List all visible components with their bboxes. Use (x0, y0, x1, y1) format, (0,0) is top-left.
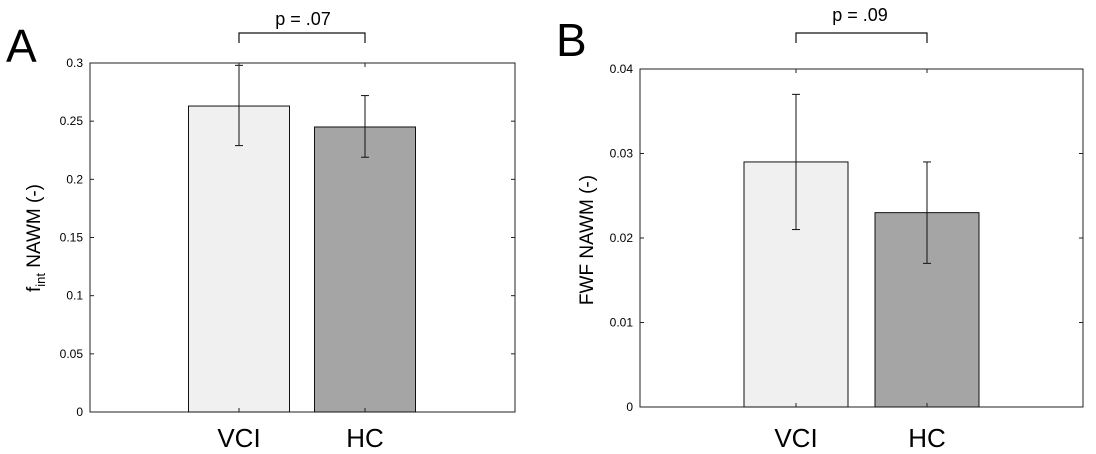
y-tick-label: 0 (626, 400, 633, 414)
panel-a: A 0 0.05 0.1 0.15 0.2 0.25 0.3 VCI HC p = .07 fi… (6, 9, 516, 453)
y-tick-label: 0.04 (610, 62, 634, 76)
y-tick-label: 0.1 (66, 289, 83, 303)
axes-box (89, 62, 516, 413)
panel-letter: B (556, 14, 587, 66)
y-tick-label: 0.01 (610, 316, 634, 330)
y-axis-label-main: FWF NAWM (-) (577, 175, 598, 305)
significance-bracket (795, 32, 928, 43)
axes-box (639, 68, 1084, 408)
p-value-label: p = .07 (275, 9, 331, 29)
y-tick-label: 0.02 (610, 231, 634, 245)
y-tick-label: 0.15 (60, 231, 84, 245)
panel-letter: A (6, 20, 37, 72)
y-axis-label-subscript: int (33, 273, 48, 287)
category-label-hc: HC (346, 423, 384, 453)
significance-bracket (238, 32, 366, 43)
y-axis-label: FWF NAWM (-) (577, 175, 598, 305)
p-value-label: p = .09 (832, 5, 888, 25)
category-label-vci: VCI (217, 423, 260, 453)
y-tick-label: 0 (76, 405, 83, 419)
category-label-vci: VCI (774, 423, 817, 453)
y-tick-label: 0.25 (60, 114, 84, 128)
y-axis-label-rest: NAWM (-) (24, 184, 45, 273)
plot-area: 0 0.05 0.1 0.15 0.2 0.25 0.3 VCI HC (60, 32, 516, 453)
bar-vci (188, 105, 290, 413)
bar-hc (314, 126, 416, 413)
category-label-hc: HC (908, 423, 946, 453)
y-axis-label-main: f (24, 286, 45, 292)
y-tick-label: 0.05 (60, 347, 84, 361)
y-tick-label: 0.2 (66, 172, 83, 186)
y-axis-label: fint NAWM (-) (24, 184, 48, 292)
plot-area: 0 0.01 0.02 0.03 0.04 VCI HC (610, 32, 1084, 453)
y-tick-label: 0.3 (66, 56, 83, 70)
y-tick-label: 0.03 (610, 147, 634, 161)
panel-b: B 0 0.01 0.02 0.03 0.04 VCI HC p = .09 FWF NAW… (556, 5, 1084, 453)
